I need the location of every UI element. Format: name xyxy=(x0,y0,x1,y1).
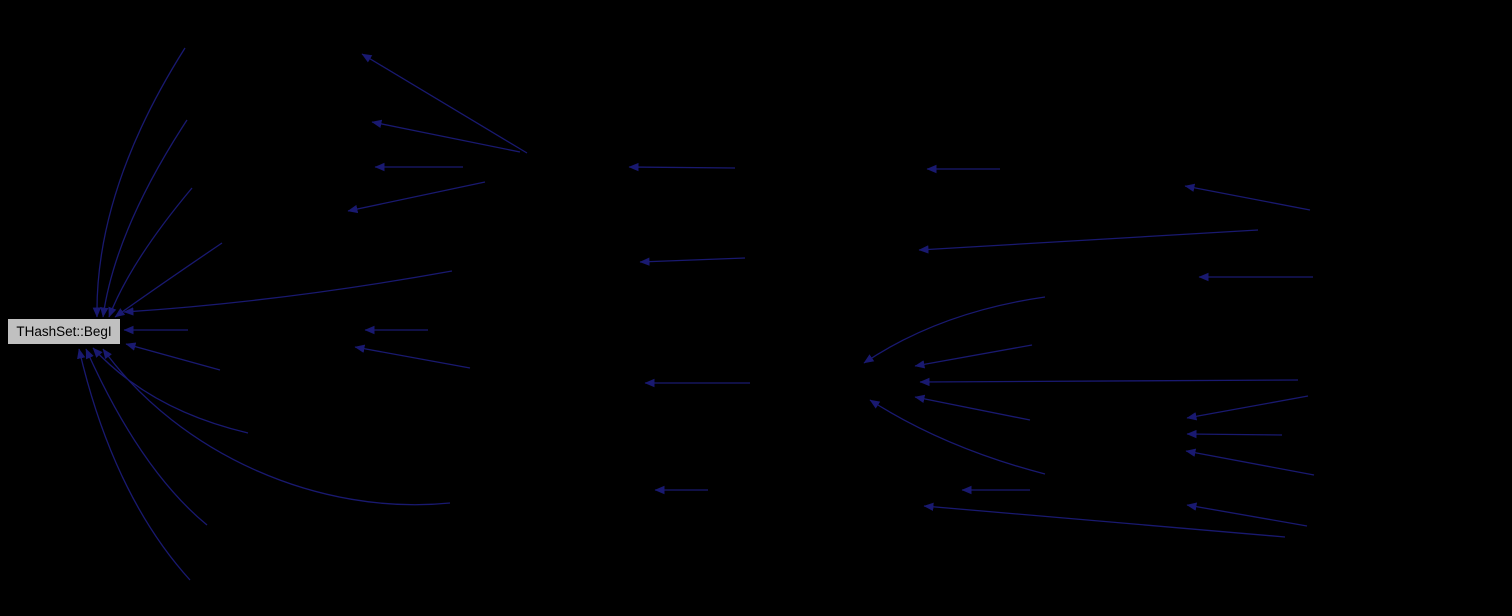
graph-edge xyxy=(863,296,1046,364)
graph-edge xyxy=(914,394,1031,421)
graph-edge xyxy=(1184,183,1311,211)
graph-edge xyxy=(100,119,188,318)
graph-edge xyxy=(1186,395,1309,421)
node-thashset-begi[interactable]: THashSet::BegI xyxy=(7,318,121,345)
graph-edges xyxy=(77,47,1315,581)
graph-edge xyxy=(102,348,451,506)
graph-edge xyxy=(1186,502,1308,527)
graph-edge xyxy=(918,229,1259,254)
graph-edge xyxy=(354,344,471,369)
graph-edge xyxy=(869,399,1046,475)
graph-edge xyxy=(77,348,191,581)
graph-edge xyxy=(628,162,736,172)
graph-edge xyxy=(639,257,746,266)
graph-edge xyxy=(361,53,528,154)
graph-edge xyxy=(125,342,221,371)
graph-edge xyxy=(914,344,1033,369)
graph-edge xyxy=(1186,429,1283,439)
graph-edge xyxy=(92,47,186,318)
node-label: THashSet::BegI xyxy=(16,323,112,339)
graph-edge xyxy=(1185,448,1315,476)
graph-edge xyxy=(123,270,453,316)
graph-edge xyxy=(108,187,193,318)
graph-edge xyxy=(371,119,521,153)
graph-edge xyxy=(85,348,208,526)
graph-edge xyxy=(347,181,486,214)
graph-edge xyxy=(919,377,1299,387)
graph-edge xyxy=(923,502,1286,538)
graph-edge xyxy=(92,347,249,434)
